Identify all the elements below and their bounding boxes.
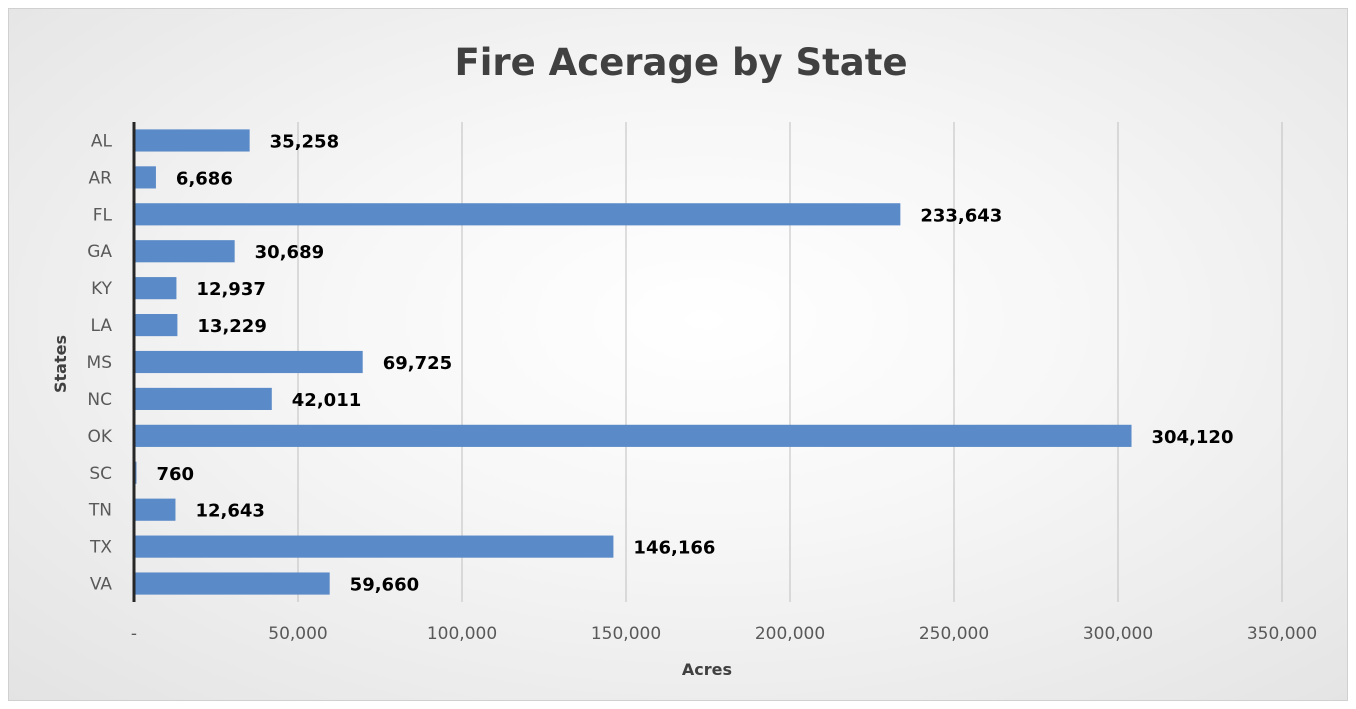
data-label-tn: 12,643 [195, 501, 264, 522]
category-labels: AL AR FL GA KY LA MS NC OK SC TN TX VA [87, 131, 113, 594]
bar-ga [134, 240, 235, 263]
x-axis-title: Acres [682, 660, 732, 679]
category-label-va: VA [90, 575, 113, 595]
x-tick-label: 100,000 [427, 624, 497, 644]
bar-va [134, 572, 330, 595]
category-label-al: AL [91, 131, 113, 151]
bar-ar [134, 166, 156, 189]
chart-title: Fire Acerage by State [454, 41, 907, 84]
category-label-tx: TX [89, 538, 112, 558]
x-tick-label: 150,000 [591, 624, 661, 644]
category-label-fl: FL [93, 205, 113, 225]
category-label-nc: NC [87, 390, 112, 410]
data-label-ar: 6,686 [176, 168, 233, 189]
x-tick-label: 250,000 [919, 624, 989, 644]
chart-frame: Fire Acerage by State 35,258 6,686 233,643… [8, 8, 1348, 701]
category-label-ms: MS [87, 353, 112, 373]
category-label-ky: KY [91, 279, 113, 299]
data-label-al: 35,258 [270, 131, 339, 152]
bar-tx [134, 535, 614, 558]
bar-chart: Fire Acerage by State 35,258 6,686 233,643… [51, 41, 1317, 679]
bar-ok [134, 424, 1132, 447]
data-label-nc: 42,011 [292, 390, 361, 411]
bar-ky [134, 277, 177, 300]
category-label-ar: AR [89, 168, 113, 188]
bar-la [134, 314, 178, 337]
data-label-tx: 146,166 [633, 538, 715, 559]
x-tick-label: 50,000 [268, 624, 327, 644]
bar-tn [134, 498, 176, 521]
data-label-ok: 304,120 [1152, 427, 1234, 448]
category-label-la: LA [91, 316, 113, 336]
bar-al [134, 129, 250, 152]
category-label-ok: OK [87, 427, 112, 447]
data-labels: 35,258 6,686 233,643 30,689 12,937 13,229 69,7… [156, 131, 1233, 595]
data-label-va: 59,660 [350, 575, 419, 596]
y-axis-title: States [51, 335, 70, 393]
x-tick-labels: - 50,000 100,000 150,000 200,000 250,000 300,0… [131, 624, 1317, 644]
data-label-ms: 69,725 [383, 353, 452, 374]
data-label-fl: 233,643 [920, 205, 1002, 226]
category-label-ga: GA [87, 242, 112, 262]
bars [134, 129, 1132, 595]
category-label-tn: TN [88, 501, 112, 521]
x-tick-label: 300,000 [1083, 624, 1153, 644]
data-label-la: 13,229 [197, 316, 266, 337]
bar-ms [134, 350, 363, 374]
category-label-sc: SC [89, 464, 112, 484]
bar-nc [134, 387, 272, 410]
x-tick-label: - [131, 624, 137, 644]
gridlines [297, 122, 1283, 602]
data-label-sc: 760 [156, 464, 194, 485]
bar-fl [134, 203, 901, 226]
data-label-ga: 30,689 [255, 242, 324, 263]
x-tick-label: 350,000 [1247, 624, 1317, 644]
data-label-ky: 12,937 [196, 279, 265, 300]
x-tick-label: 200,000 [755, 624, 825, 644]
